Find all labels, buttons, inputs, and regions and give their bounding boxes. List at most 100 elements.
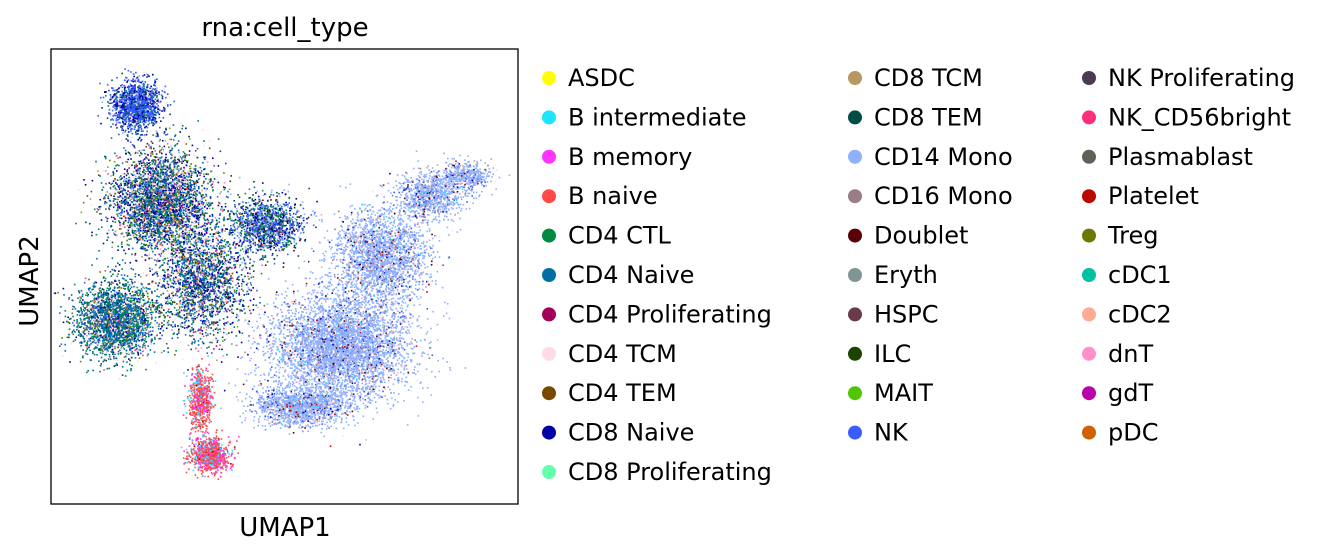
scatter-point [122,126,124,128]
scatter-point [211,171,213,173]
scatter-point [207,161,209,163]
scatter-point [132,218,134,220]
scatter-point [164,188,166,190]
scatter-point [181,225,183,227]
scatter-point [208,202,210,204]
scatter-point [138,214,140,216]
scatter-point [150,105,152,107]
scatter-point [133,235,135,237]
scatter-point [143,120,145,122]
scatter-point [113,198,115,200]
scatter-point [156,78,158,80]
scatter-point [128,131,130,133]
scatter-point [141,177,143,179]
scatter-point [150,239,152,241]
scatter-point [189,138,191,140]
scatter-point [159,196,161,198]
scatter-point [165,134,167,136]
scatter-point [218,182,220,184]
scatter-point [113,196,115,198]
scatter-point [107,173,109,175]
scatter-point [220,151,222,153]
scatter-point [161,224,163,226]
scatter-point [123,129,125,131]
scatter-point [173,205,175,207]
scatter-point [85,184,87,186]
scatter-point [134,237,136,239]
scatter-point [157,162,159,164]
scatter-point [143,161,145,163]
scatter-point [121,73,123,75]
scatter-point [139,187,141,189]
scatter-point [132,133,134,135]
scatter-point [144,96,146,98]
scatter-point [180,214,182,216]
scatter-point [117,202,119,204]
scatter-point [184,153,186,155]
scatter-point [132,231,134,233]
scatter-point [196,180,198,182]
scatter-point [147,169,149,171]
scatter-point [170,150,172,152]
scatter-point [144,231,146,233]
scatter-point [177,143,179,145]
scatter-point [179,187,181,189]
scatter-point [148,239,150,241]
scatter-point [128,220,130,222]
scatter-point [143,169,145,171]
scatter-point [130,129,132,131]
scatter-point [166,160,168,162]
scatter-point [151,219,153,221]
scatter-point [158,202,160,204]
scatter-point [223,172,225,174]
scatter-point [137,188,139,190]
scatter-point [133,99,135,101]
scatter-point [138,274,140,276]
scatter-point [157,112,159,114]
scatter-point [139,104,141,106]
scatter-point [137,239,139,241]
scatter-point [139,198,141,200]
scatter-point [150,247,152,249]
scatter-point [113,180,115,182]
scatter-point [193,215,195,217]
scatter-point [195,182,197,184]
scatter-point [141,103,143,105]
scatter-point [134,239,136,241]
scatter-point [181,157,183,159]
scatter-point [109,182,111,184]
scatter-point [167,134,169,136]
scatter-point [186,195,188,197]
scatter-point [191,206,193,208]
scatter-point [163,89,165,91]
scatter-point [155,107,157,109]
scatter-point [83,202,85,204]
scatter-point [155,221,157,223]
scatter-point [164,110,166,112]
scatter-point [155,114,157,116]
scatter-point [198,172,200,174]
scatter-point [135,134,137,136]
scatter-point [157,183,159,185]
scatter-point [204,206,206,208]
scatter-point [205,178,207,180]
scatter-point [122,162,124,164]
scatter-point [159,139,161,141]
scatter-point [158,166,160,168]
scatter-point [144,175,146,177]
scatter-point [174,167,176,169]
scatter-point [134,226,136,228]
scatter-point [133,119,135,121]
scatter-point [201,196,203,198]
scatter-point [170,182,172,184]
scatter-point [154,199,156,201]
scatter-point [167,243,169,245]
scatter-point [195,165,197,167]
scatter-point [135,184,137,186]
scatter-point [154,197,156,199]
scatter-point [121,191,123,193]
scatter-point [160,202,162,204]
scatter-point [200,211,202,213]
scatter-point [118,88,120,90]
scatter-point [142,188,144,190]
